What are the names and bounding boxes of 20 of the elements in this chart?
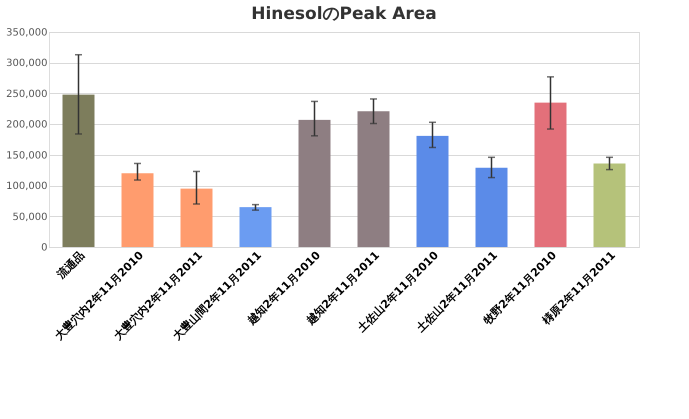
y-tick-label: 250,000	[6, 88, 48, 100]
chart-title: HinesolのPeak Area	[251, 4, 437, 24]
bar	[358, 111, 390, 247]
x-tick-label: 流通品	[54, 248, 87, 282]
bar	[476, 168, 508, 247]
bar	[122, 173, 154, 247]
y-tick-label: 200,000	[6, 120, 48, 131]
bar	[240, 207, 272, 247]
bar	[416, 136, 448, 247]
bar	[534, 102, 566, 247]
bar	[594, 163, 626, 247]
y-tick-label: 350,000	[6, 28, 48, 38]
bar	[298, 120, 330, 247]
bar	[62, 94, 94, 247]
y-tick-label: 50,000	[12, 212, 48, 223]
bar	[180, 188, 212, 247]
y-tick-label: 100,000	[6, 181, 48, 192]
y-tick-label: 150,000	[6, 150, 48, 162]
y-tick-label: 300,000	[6, 58, 48, 70]
y-tick-label: 0	[41, 242, 48, 254]
